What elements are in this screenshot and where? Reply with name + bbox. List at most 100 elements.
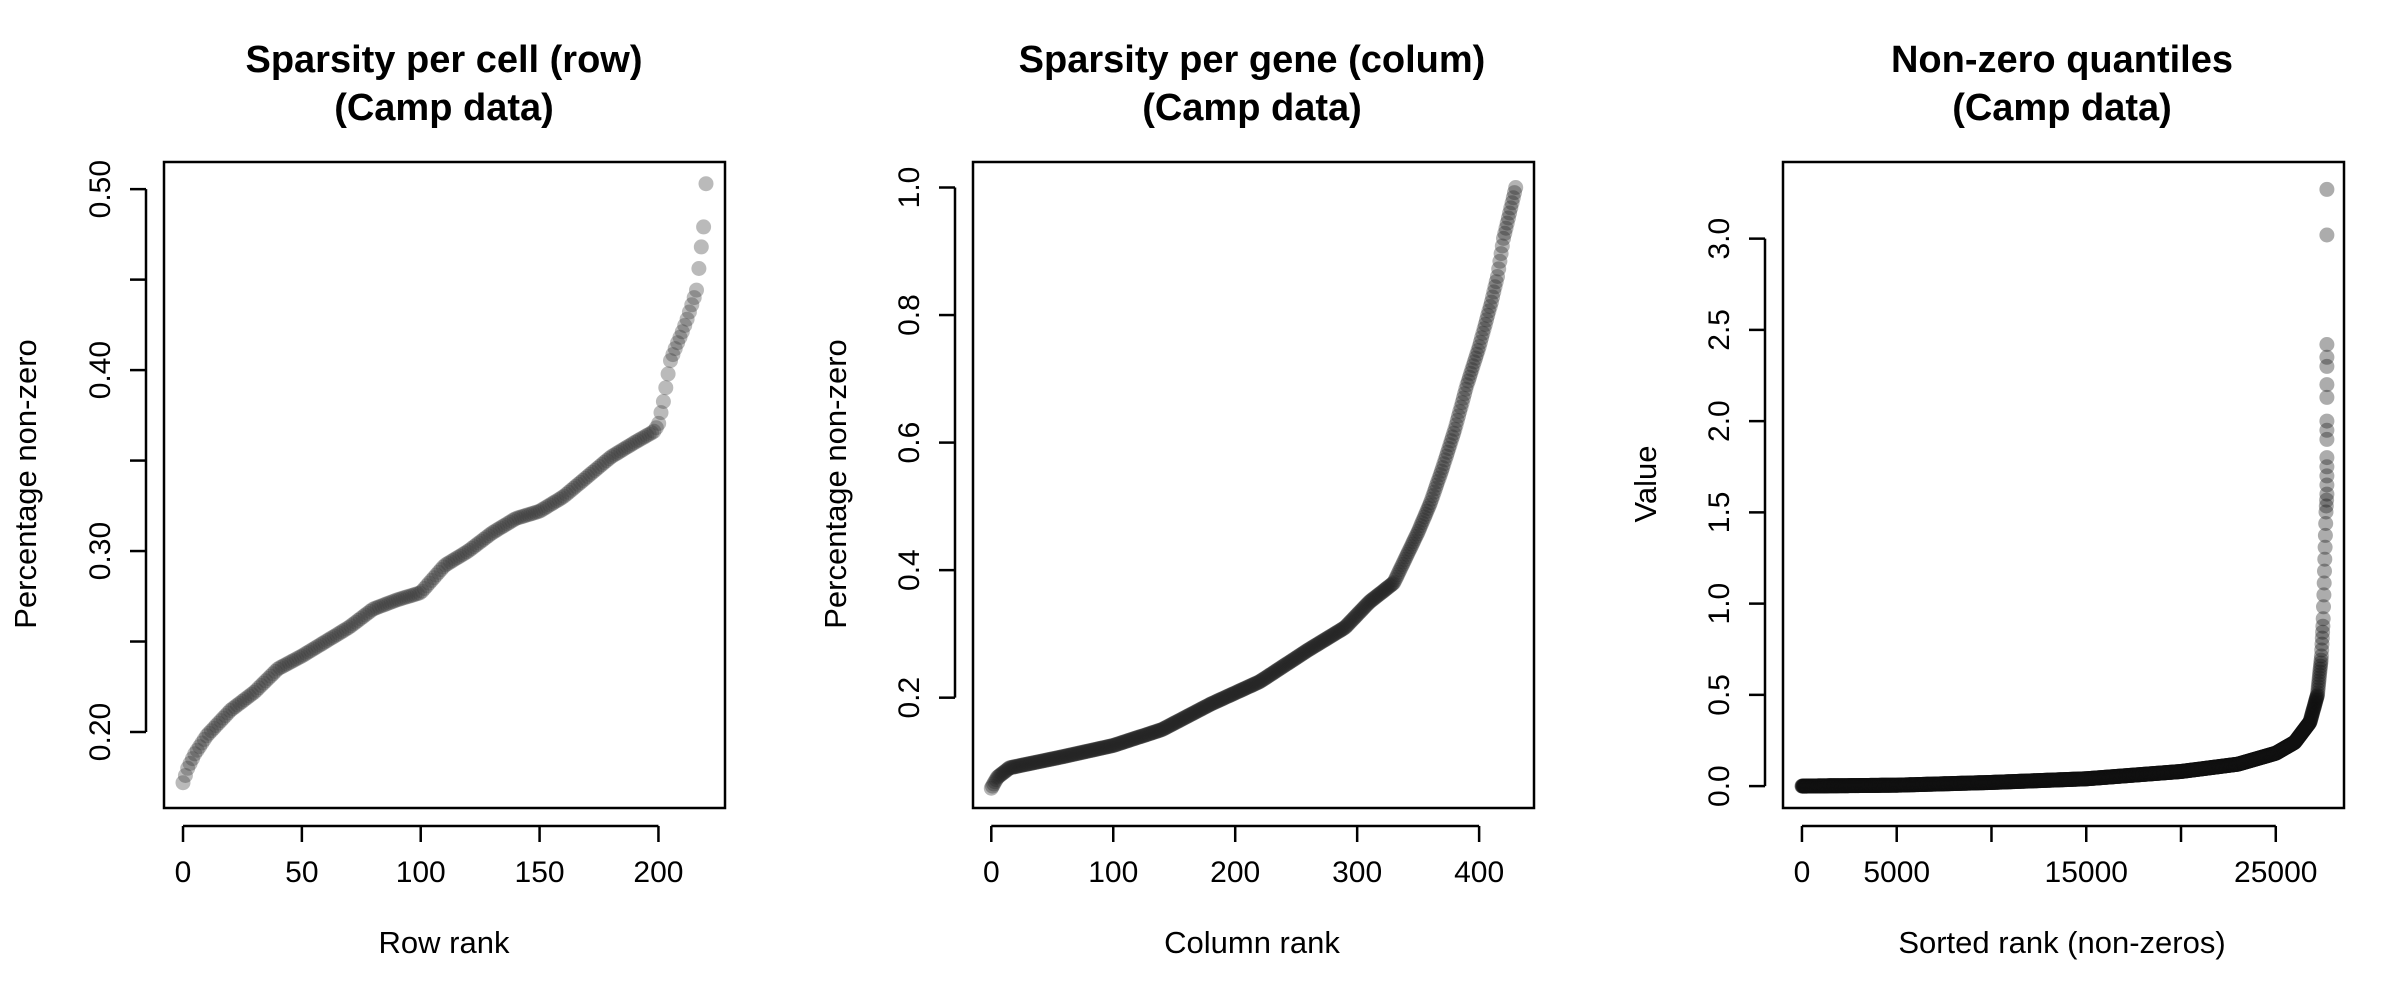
data-point xyxy=(215,710,231,726)
data-point xyxy=(1978,775,1994,791)
data-point xyxy=(525,505,541,521)
data-point xyxy=(2018,773,2034,789)
data-point xyxy=(1363,593,1379,609)
data-point xyxy=(1438,448,1454,464)
data-point xyxy=(1984,774,2000,790)
x-axis-label: Column rank xyxy=(1164,925,1340,960)
data-point xyxy=(360,605,376,621)
data-point xyxy=(2307,696,2323,712)
data-point xyxy=(1182,707,1198,723)
data-point xyxy=(2078,771,2094,787)
data-point xyxy=(2228,756,2244,772)
data-point xyxy=(1823,778,1839,794)
data-point xyxy=(2013,773,2029,789)
data-point xyxy=(1981,775,1997,790)
data-point xyxy=(239,690,255,706)
data-point xyxy=(2152,765,2168,781)
data-point xyxy=(1979,775,1995,791)
data-point xyxy=(1909,777,1925,793)
data-point xyxy=(1902,777,1918,793)
data-point xyxy=(1150,723,1166,739)
data-point xyxy=(1844,778,1860,794)
data-point xyxy=(1842,778,1858,794)
data-point xyxy=(2313,652,2329,668)
data-point xyxy=(1825,778,1840,794)
data-point xyxy=(2145,766,2161,782)
data-point xyxy=(2024,773,2040,789)
data-point xyxy=(2199,760,2215,776)
data-point xyxy=(2084,770,2100,786)
data-point xyxy=(272,660,288,676)
data-point xyxy=(2091,770,2107,786)
data-point xyxy=(1931,776,1947,792)
data-point xyxy=(2316,587,2332,603)
data-point xyxy=(2026,773,2042,789)
data-point xyxy=(2178,763,2194,779)
data-point xyxy=(2282,737,2298,753)
data-point xyxy=(2124,767,2140,783)
data-point xyxy=(1460,373,1476,389)
data-point xyxy=(2010,773,2026,789)
data-point xyxy=(1945,776,1961,792)
data-point xyxy=(1006,759,1022,775)
data-point xyxy=(2182,762,2198,778)
data-point xyxy=(2241,753,2256,769)
data-point xyxy=(1870,777,1886,793)
data-point xyxy=(1967,775,1983,791)
data-point xyxy=(1939,776,1955,792)
data-point xyxy=(2291,728,2307,744)
data-point xyxy=(1823,778,1839,794)
data-point xyxy=(1075,744,1090,760)
data-point xyxy=(1961,775,1976,791)
data-point xyxy=(1975,775,1991,791)
data-point xyxy=(2181,763,2197,778)
data-point xyxy=(1079,743,1095,759)
data-point xyxy=(2120,768,2136,784)
data-point xyxy=(2148,765,2164,781)
data-point xyxy=(1980,775,1996,791)
data-point xyxy=(2131,767,2146,783)
data-point xyxy=(2185,762,2200,778)
data-point xyxy=(2295,724,2311,740)
data-point xyxy=(2193,761,2209,777)
data-point xyxy=(1943,776,1959,792)
data-point xyxy=(1106,737,1122,753)
data-point xyxy=(1887,777,1903,793)
data-point xyxy=(1345,612,1361,627)
data-point xyxy=(2042,772,2058,788)
data-point xyxy=(1032,754,1048,769)
data-point xyxy=(2156,765,2172,781)
data-point xyxy=(2302,713,2318,729)
data-point xyxy=(1475,325,1491,341)
data-point xyxy=(1979,775,1995,791)
data-point xyxy=(523,506,539,522)
data-point xyxy=(2242,753,2258,769)
data-point xyxy=(2230,756,2246,772)
data-point xyxy=(1836,778,1852,794)
data-point xyxy=(2142,766,2158,782)
data-point xyxy=(1919,776,1934,792)
data-point xyxy=(2272,743,2288,759)
data-point xyxy=(2100,769,2116,785)
data-point xyxy=(2183,762,2199,778)
data-point xyxy=(2312,667,2327,683)
data-point xyxy=(1840,778,1856,794)
data-point xyxy=(379,596,394,612)
data-point xyxy=(2181,763,2196,778)
data-point xyxy=(1876,777,1892,793)
data-point xyxy=(1451,408,1466,424)
data-point xyxy=(1958,775,1974,791)
data-point xyxy=(2212,759,2228,774)
data-point xyxy=(1453,399,1469,415)
data-point xyxy=(1805,778,1821,794)
data-point xyxy=(1884,777,1900,793)
data-point xyxy=(1212,692,1228,708)
data-point xyxy=(2213,758,2229,774)
data-point xyxy=(1845,778,1861,794)
data-point xyxy=(2108,769,2124,784)
data-point xyxy=(1797,778,1813,794)
data-point xyxy=(1065,747,1081,762)
data-point xyxy=(1292,647,1308,663)
data-point xyxy=(1253,673,1269,688)
data-point xyxy=(2301,715,2317,731)
